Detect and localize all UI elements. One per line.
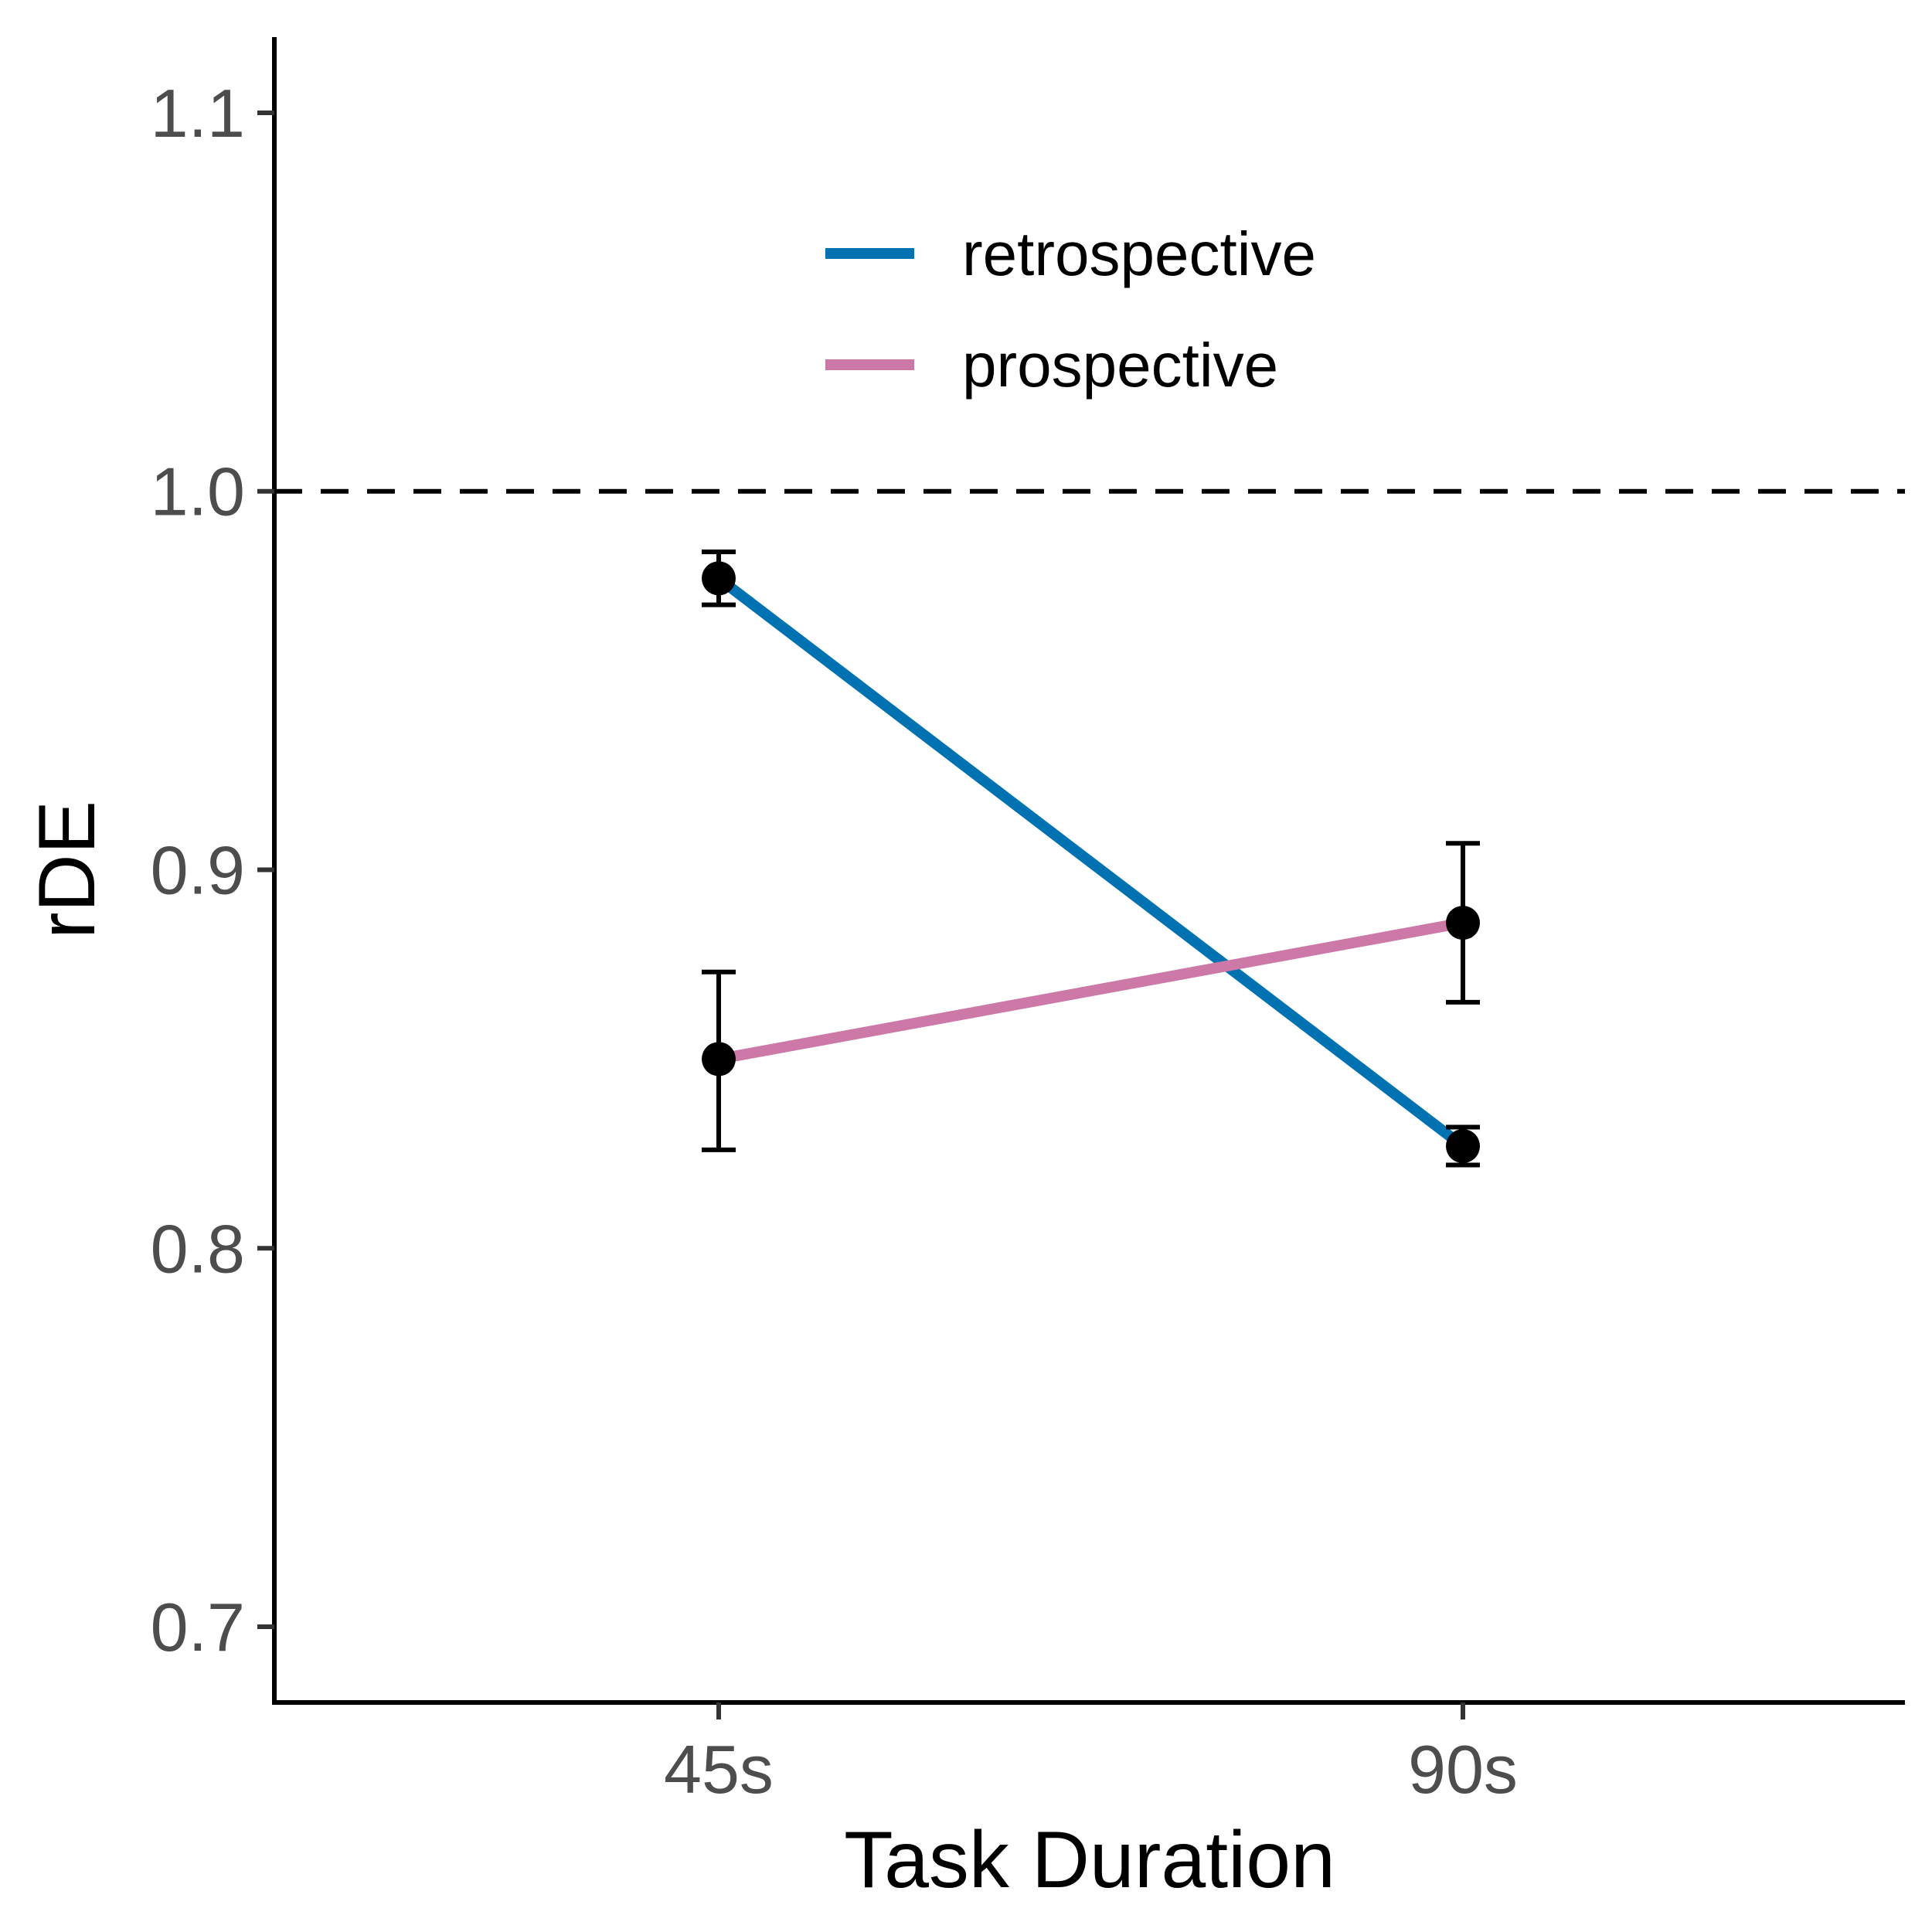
y-tick-label: 1.0 bbox=[151, 454, 245, 530]
markers-retrospective bbox=[702, 549, 1480, 1168]
series-line-retrospective bbox=[715, 573, 1467, 1151]
markers-prospective bbox=[702, 841, 1480, 1152]
series-line-prospective bbox=[717, 917, 1464, 1065]
series-prospective bbox=[717, 917, 1464, 1065]
data-point bbox=[702, 561, 736, 596]
y-tick-label: 0.9 bbox=[151, 832, 245, 909]
x-axis-title: Task Duration bbox=[844, 1815, 1335, 1905]
series-layer bbox=[702, 549, 1480, 1168]
y-tick-label: 0.8 bbox=[151, 1210, 245, 1287]
series-retrospective bbox=[715, 573, 1467, 1151]
data-point bbox=[1446, 1129, 1480, 1164]
legend: retrospective prospective bbox=[825, 219, 1316, 400]
legend-label: prospective bbox=[962, 331, 1278, 400]
legend-item-retrospective: retrospective bbox=[825, 219, 1316, 288]
data-point bbox=[1446, 906, 1480, 940]
y-axis-title: rDE bbox=[22, 801, 112, 939]
y-tick-label: 0.7 bbox=[151, 1589, 245, 1665]
x-tick-label: 90s bbox=[1408, 1731, 1518, 1808]
ticks-layer: 0.7 0.8 0.9 1.0 1.1 45s 90s bbox=[151, 75, 1518, 1808]
legend-label: retrospective bbox=[962, 219, 1316, 288]
y-tick-label: 1.1 bbox=[151, 75, 245, 151]
x-tick-label: 45s bbox=[664, 1731, 774, 1808]
legend-item-prospective: prospective bbox=[825, 331, 1278, 400]
data-point bbox=[702, 1042, 736, 1077]
